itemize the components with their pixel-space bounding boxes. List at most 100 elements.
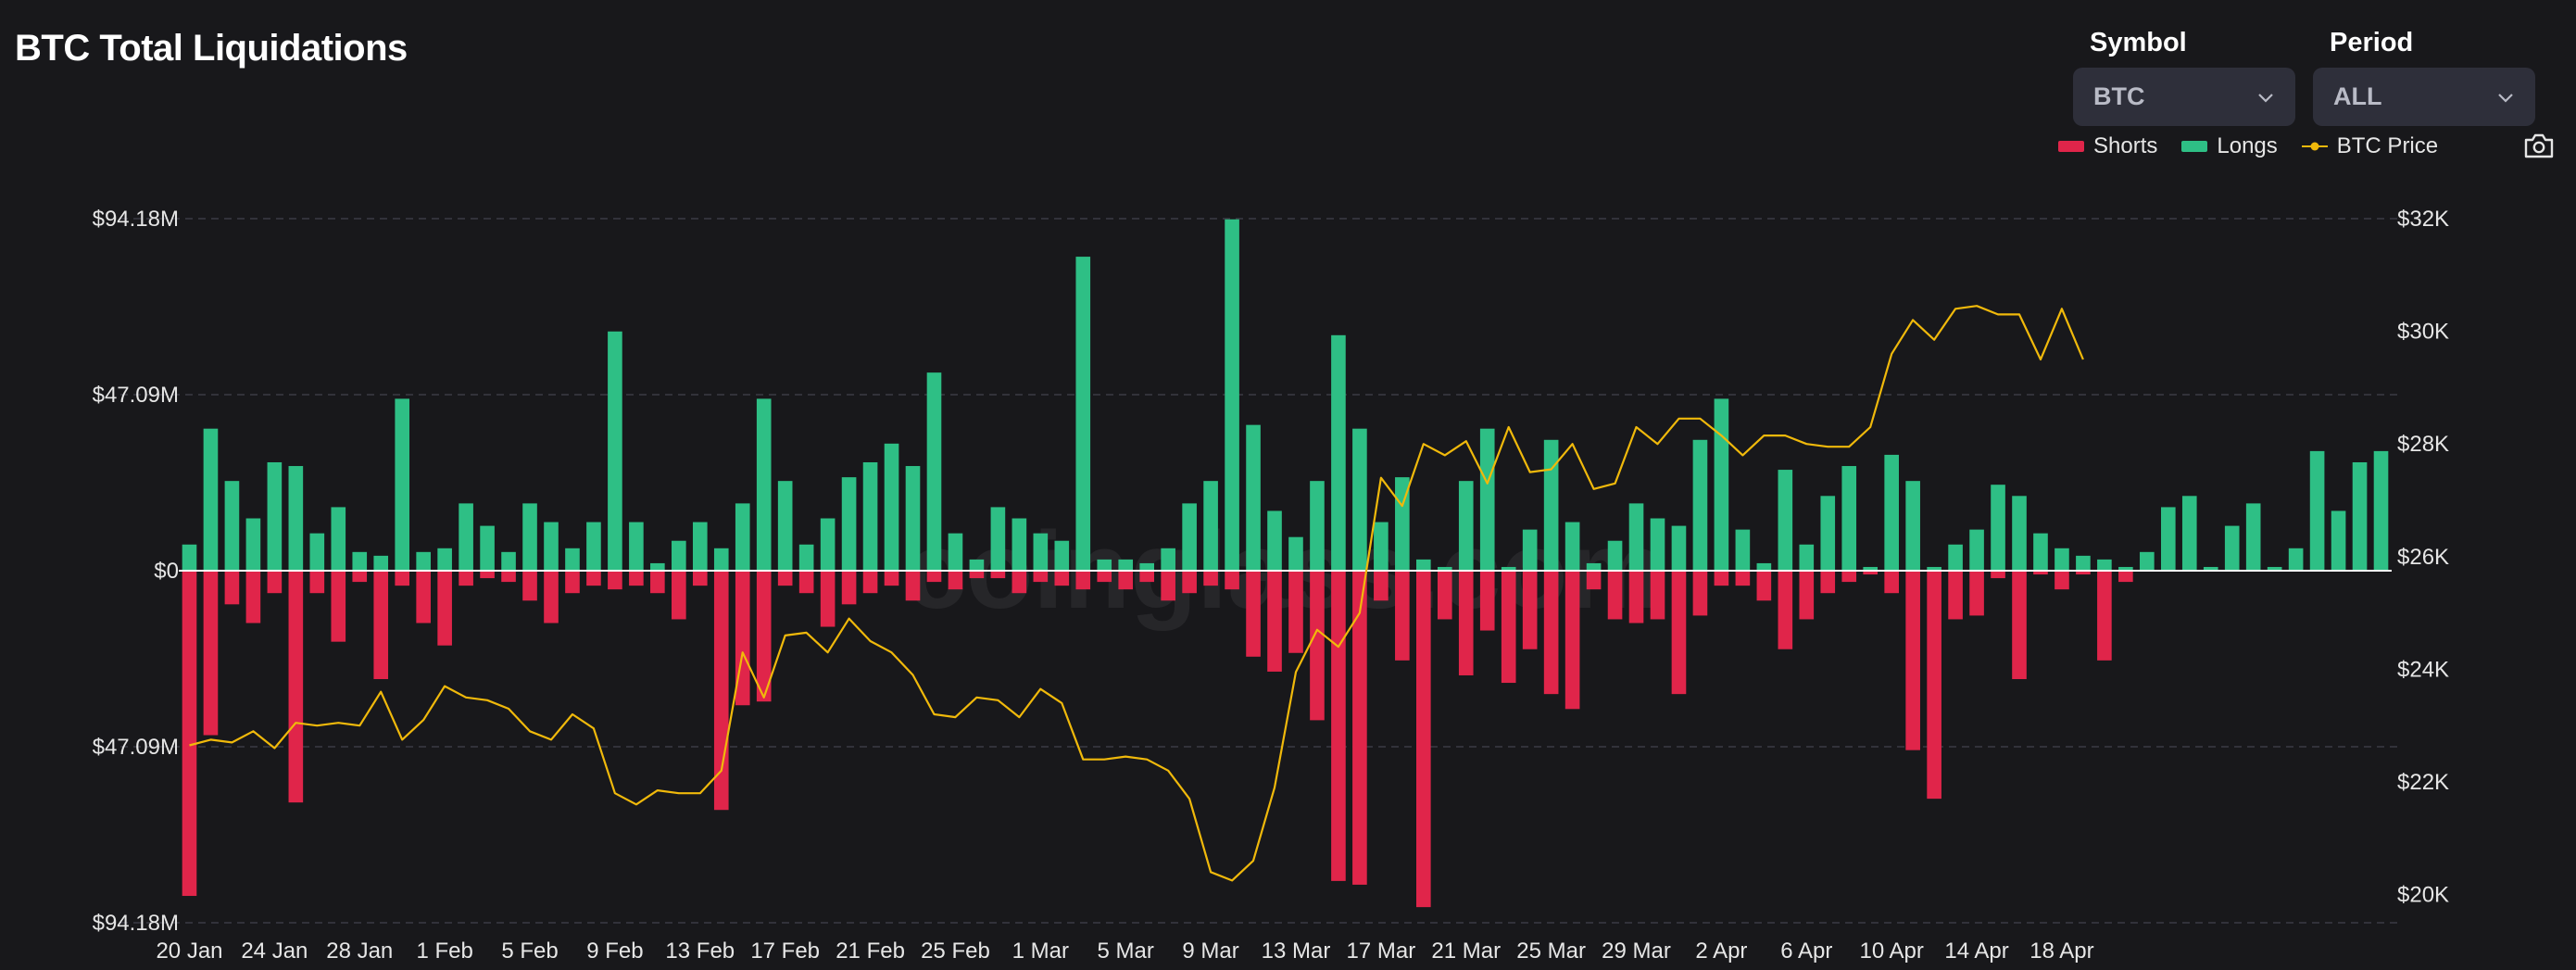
shorts-bar	[1841, 571, 1857, 583]
shorts-bar	[1820, 571, 1836, 594]
shorts-bar	[309, 571, 325, 594]
x-tick-label: 1 Mar	[1012, 939, 1069, 964]
shorts-bar	[1564, 571, 1580, 710]
shorts-bar	[395, 571, 410, 586]
longs-bar	[352, 551, 368, 571]
x-tick-label: 21 Feb	[836, 939, 905, 964]
legend-label-btc-price: BTC Price	[2336, 133, 2439, 158]
longs-bar	[1501, 566, 1516, 571]
shorts-bar	[1458, 571, 1474, 675]
longs-bar	[1267, 510, 1282, 571]
legend-label-longs: Longs	[2217, 133, 2278, 158]
shorts-bar	[1671, 571, 1687, 695]
longs-bar	[884, 443, 899, 571]
longs-bar	[713, 548, 729, 571]
shorts-bar	[416, 571, 431, 624]
period-value: ALL	[2333, 82, 2382, 110]
shorts-bar	[1437, 571, 1452, 620]
shorts-bar	[245, 571, 261, 624]
longs-bar	[756, 398, 772, 571]
longs-bar	[1778, 470, 1793, 571]
chevron-down-icon	[2258, 93, 2273, 103]
shorts-bar	[1267, 571, 1282, 672]
shorts-bar	[352, 571, 368, 583]
longs-bar	[267, 461, 283, 571]
shorts-bar	[1692, 571, 1708, 616]
longs-bar	[1416, 559, 1431, 571]
shorts-bar	[1075, 571, 1091, 590]
longs-bar	[1374, 522, 1389, 571]
shorts-bar	[224, 571, 240, 605]
shorts-swatch	[2058, 141, 2084, 152]
legend-label-shorts: Shorts	[2093, 133, 2158, 158]
longs-bar	[2033, 533, 2048, 571]
longs-bar	[437, 548, 452, 571]
longs-bar	[1884, 454, 1899, 571]
longs-bar	[288, 466, 304, 571]
shorts-bar	[1948, 571, 1963, 620]
longs-bar	[1671, 525, 1687, 571]
longs-bar	[2181, 496, 2197, 571]
shorts-bar	[1543, 571, 1559, 695]
shorts-bar	[480, 571, 495, 579]
longs-bar	[480, 525, 495, 571]
shorts-bar	[1139, 571, 1154, 583]
shorts-bar	[990, 571, 1006, 579]
longs-bar	[1012, 518, 1027, 571]
x-tick-label: 18 Apr	[2029, 939, 2093, 964]
x-tick-label: 25 Feb	[921, 939, 990, 964]
shorts-bar	[288, 571, 304, 803]
shorts-bar	[692, 571, 708, 586]
longs-bar	[331, 507, 346, 571]
shorts-bar	[1352, 571, 1367, 885]
longs-bar	[2267, 566, 2282, 571]
shorts-bar	[1203, 571, 1218, 586]
longs-bar	[1479, 428, 1495, 571]
shorts-bar	[1650, 571, 1665, 620]
shorts-bar	[331, 571, 346, 642]
longs-bar	[1310, 481, 1325, 571]
period-label: Period	[2330, 28, 2414, 57]
shorts-bar	[2055, 571, 2069, 590]
longs-bar	[969, 559, 985, 571]
longs-bar	[1799, 544, 1815, 571]
x-tick-label: 25 Mar	[1516, 939, 1586, 964]
symbol-select[interactable]: BTC	[2073, 68, 2295, 126]
longs-bar	[1288, 536, 1303, 571]
x-tick-label: 17 Feb	[750, 939, 820, 964]
longs-bar	[990, 507, 1006, 571]
longs-bar	[395, 398, 410, 571]
longs-bar	[1564, 522, 1580, 571]
shorts-bar	[1586, 571, 1602, 590]
longs-bar	[2245, 503, 2261, 571]
y-right-tick-label: $24K	[2397, 657, 2449, 682]
longs-swatch	[2181, 141, 2208, 152]
y-right-tick-label: $32K	[2397, 207, 2449, 232]
x-tick-label: 1 Feb	[416, 939, 472, 964]
legend-item-btc-price[interactable]: BTC Price	[2301, 133, 2439, 159]
longs-bar	[2352, 461, 2368, 571]
x-tick-label: 28 Jan	[326, 939, 393, 964]
longs-bar	[2331, 510, 2346, 571]
x-tick-label: 17 Mar	[1347, 939, 1416, 964]
longs-bar	[905, 466, 921, 571]
shorts-bar	[1479, 571, 1495, 631]
shorts-bar	[1714, 571, 1729, 586]
y-left-tick-label: $94.18M	[93, 207, 179, 232]
x-tick-label: 20 Jan	[156, 939, 222, 964]
x-tick-label: 6 Apr	[1780, 939, 1832, 964]
shorts-bar	[1288, 571, 1303, 653]
shorts-bar	[203, 571, 219, 736]
longs-bar	[1692, 439, 1708, 571]
shorts-bar	[1416, 571, 1431, 908]
shorts-bar	[2076, 571, 2091, 575]
shorts-bar	[608, 571, 622, 590]
camera-icon[interactable]	[2523, 132, 2555, 159]
y-right-tick-label: $26K	[2397, 545, 2449, 570]
period-select[interactable]: ALL	[2313, 68, 2535, 126]
longs-bar	[2203, 566, 2218, 571]
longs-bar	[841, 477, 857, 571]
legend-item-longs[interactable]: Longs	[2181, 133, 2278, 159]
shorts-bar	[586, 571, 601, 586]
legend-item-shorts[interactable]: Shorts	[2058, 133, 2157, 159]
